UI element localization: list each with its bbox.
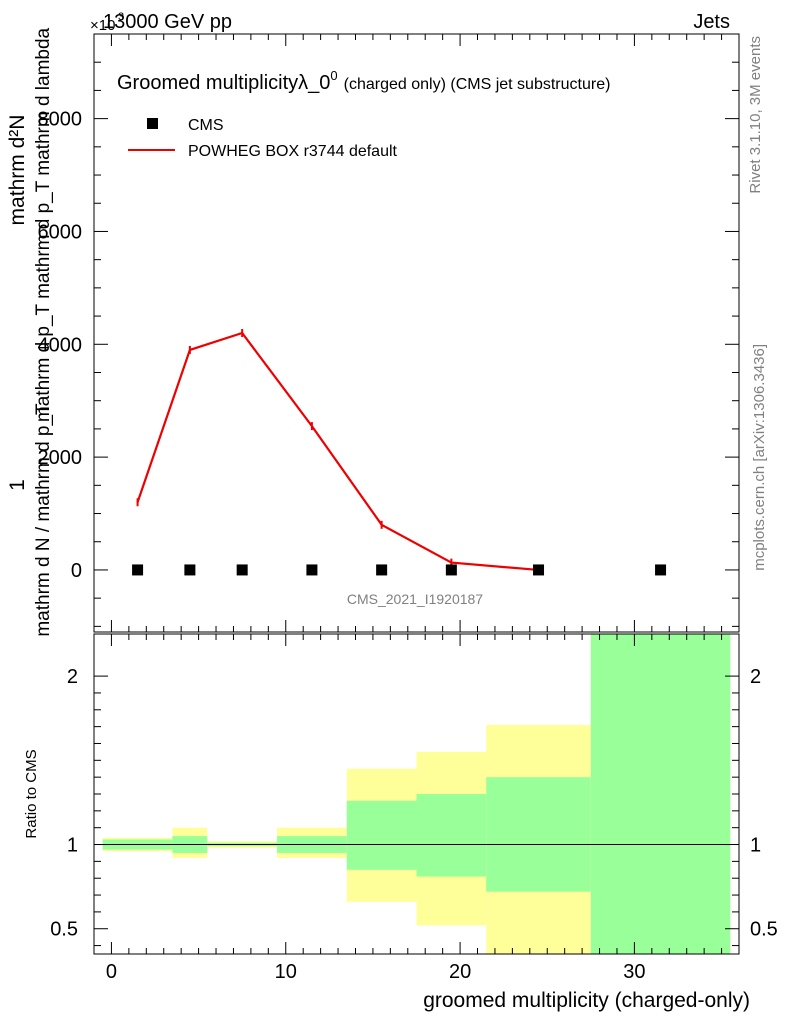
cms-data-point [655, 564, 667, 576]
ratio-band-inner [346, 800, 417, 870]
rivet-version-label: Rivet 3.1.10, 3M events [747, 36, 764, 194]
main-y-tick-label: 4000 [38, 334, 83, 356]
title-suffix: (charged only) (CMS jet substructure) [344, 76, 611, 93]
main-frame [93, 33, 740, 633]
ylabel-bottom: mathrm d p_T mathrm d p_T mathrm d lambd… [33, 27, 54, 422]
ratio-band-inner [416, 794, 487, 877]
exponent-power: 3 [118, 11, 124, 23]
ratio-x-tick-label: 20 [449, 961, 471, 983]
main-y-label: 1 mathrm d N / mathrm d p_T mathrm d²N m… [6, 27, 54, 636]
ratio-y-tick-label: 0.5 [50, 919, 78, 941]
main-marks [132, 329, 667, 576]
mcplots-label: mcplots.cern.ch [arXiv:1306.3436] [751, 344, 768, 571]
ratio-y-tick-label: 2 [67, 666, 78, 688]
ratio-y-tick-label-right: 2 [750, 666, 761, 688]
ratio-y-tick-label-right: 0.5 [750, 919, 778, 941]
ratio-y-tick-label: 1 [67, 835, 78, 857]
legend-powheg-label: POWHEG BOX r3744 default [188, 143, 398, 160]
exponent-label: ×10 [90, 17, 115, 34]
category-label: Jets [693, 11, 730, 33]
ratio-panel: 0.5 0.5 1 1 2 2 0 10 20 30 [50, 633, 778, 983]
watermark: CMS_2021_I1920187 [347, 591, 483, 607]
legend-cms-marker [147, 118, 158, 129]
ratio-y-ticks: 0.5 0.5 1 1 2 2 [50, 666, 778, 947]
cms-data-point [236, 564, 248, 576]
ratio-y-tick-label-right: 1 [750, 835, 761, 857]
ratio-band-inner [590, 634, 731, 954]
cms-data-point [376, 564, 388, 576]
ratio-y-label: Ratio to CMS [23, 749, 40, 838]
ratio-band-inner [486, 777, 591, 892]
cms-data-point [533, 564, 545, 576]
ratio-x-ticks: 0 10 20 30 [106, 634, 723, 983]
ylabel-prefix-den: mathrm d N / mathrm d p_T [33, 403, 54, 637]
title-text: Groomed multiplicity [117, 72, 298, 94]
ratio-x-tick-label: 0 [106, 961, 117, 983]
ratio-x-tick-label: 10 [275, 961, 297, 983]
ratio-bands [94, 634, 739, 954]
main-y-tick-label: 0 [71, 560, 82, 582]
cms-data-point [184, 564, 196, 576]
powheg-series-line [136, 331, 539, 572]
main-y-ticks: 0 2000 4000 6000 8000 [38, 34, 739, 632]
main-panel: 0 2000 4000 6000 8000 Groomed multiplicityλ_… [38, 33, 740, 633]
cms-data-point [132, 564, 144, 576]
cms-data-point [306, 564, 318, 576]
ratio-x-tick-label: 30 [623, 961, 645, 983]
main-title: Groomed multiplicityλ_00 (charged only) (… [117, 68, 610, 94]
title-symbol-sup: 0 [330, 68, 337, 83]
main-y-tick-label: 2000 [38, 447, 83, 469]
main-y-tick-label: 6000 [38, 221, 83, 243]
x-axis-label: groomed multiplicity (charged-only) [423, 989, 750, 1012]
beam-label: 13000 GeV pp [103, 11, 232, 33]
legend-cms-label: CMS [188, 117, 224, 134]
cms-data-point [445, 564, 457, 576]
ylabel-top: mathrm d²N [6, 115, 29, 226]
ylabel-prefix-num: 1 [6, 479, 29, 491]
title-symbol: λ_0 [298, 72, 330, 94]
main-y-tick-label: 8000 [38, 109, 83, 131]
